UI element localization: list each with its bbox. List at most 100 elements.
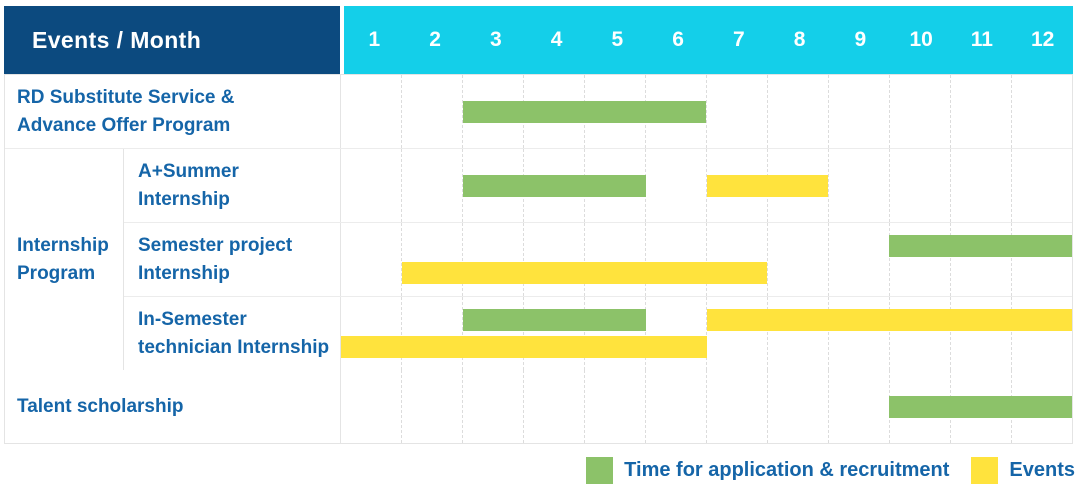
month-header-10: 10: [909, 28, 933, 51]
gantt-chart: Events / Month 1 2 3 4 5 6 7 8 9 10 11 12 RD Substi…: [4, 6, 1073, 444]
month-header-11: 11: [970, 28, 993, 51]
month-gridline-cell: [828, 370, 889, 443]
legend-item-recruitment: Time for application & recruitment: [586, 457, 949, 484]
row-label-line: In-Semester: [138, 308, 247, 330]
month-header-6: 6: [672, 28, 684, 51]
month-gridline-cell: [706, 297, 767, 370]
month-gridline-cell: [767, 75, 828, 148]
month-gridline-cell: [341, 223, 401, 296]
month-gridline-cell: [767, 223, 828, 296]
month-gridline-cell: [462, 297, 523, 370]
row-label-in-semester: In-Semester technician Internship: [124, 297, 341, 370]
month-gridline-cell: [950, 75, 1011, 148]
row-in-semester: In-Semester technician Internship: [124, 296, 1072, 370]
month-gridline-cell: [523, 223, 584, 296]
header-row: Events / Month 1 2 3 4 5 6 7 8 9 10 11 12: [4, 6, 1073, 74]
bar-in-semester-recruitment: [462, 308, 646, 331]
group-subrows: A+Summer Internship Semester project Int…: [124, 149, 1072, 370]
month-gridline-cell: [828, 223, 889, 296]
month-gridline-cell: [828, 75, 889, 148]
row-label-line: Internship: [138, 262, 230, 284]
bar-in-semester-events: [341, 336, 707, 359]
month-gridline-cell: [462, 370, 523, 443]
month-gridline-cell: [401, 370, 462, 443]
month-header-3: 3: [490, 28, 502, 51]
timeline-rd-substitute: [341, 75, 1072, 148]
legend: Time for application & recruitment Event…: [586, 457, 1075, 484]
month-gridline-cell: [706, 75, 767, 148]
month-gridline-cell: [1011, 75, 1072, 148]
month-gridline-cell: [889, 297, 950, 370]
month-gridline-cell: [584, 297, 645, 370]
month-gridline-cell: [401, 297, 462, 370]
month-gridline-cell: [706, 370, 767, 443]
month-gridline-cell: [584, 370, 645, 443]
month-gridline-cell: [950, 149, 1011, 222]
events-swatch: [971, 457, 999, 484]
month-gridline-cell: [523, 370, 584, 443]
month-gridline-cell: [1011, 297, 1072, 370]
row-label-line: Internship: [138, 188, 230, 210]
month-gridline-cell: [462, 223, 523, 296]
month-gridline-cell: [645, 149, 706, 222]
month-gridline-cell: [341, 370, 401, 443]
group-label-line: Program: [17, 262, 96, 284]
legend-item-events: Events: [971, 457, 1075, 484]
month-gridline-cell: [645, 223, 706, 296]
month-header-2: 2: [429, 28, 441, 51]
row-label-line: A+Summer: [138, 160, 239, 182]
month-gridlines: [341, 297, 1072, 370]
row-semester-project: Semester project Internship: [124, 222, 1072, 296]
month-header-12: 12: [1030, 28, 1055, 51]
legend-label-events: Events: [1009, 459, 1075, 481]
month-gridline-cell: [523, 297, 584, 370]
timeline-aplus-summer: [341, 149, 1072, 222]
month-header-row: 1 2 3 4 5 6 7 8 9 10 11 12: [344, 6, 1073, 74]
row-label-rd-substitute: RD Substitute Service & Advance Offer Pr…: [5, 75, 341, 148]
month-gridline-cell: [645, 370, 706, 443]
month-header-7: 7: [733, 28, 745, 51]
month-gridline-cell: [584, 223, 645, 296]
timeline-talent-scholarship: [341, 370, 1072, 443]
timeline-semester-project: [341, 223, 1072, 296]
month-gridline-cell: [462, 149, 523, 222]
month-gridline-cell: [950, 297, 1011, 370]
month-gridline-cell: [645, 297, 706, 370]
group-label-line: Internship: [17, 234, 109, 256]
month-gridlines: [341, 75, 1072, 148]
month-gridlines: [341, 223, 1072, 296]
month-gridline-cell: [889, 223, 950, 296]
row-label-line: technician Internship: [138, 336, 330, 358]
month-header-1: 1: [368, 28, 381, 51]
month-gridline-cell: [401, 149, 462, 222]
month-gridline-cell: [889, 75, 950, 148]
row-label-line: RD Substitute Service &: [17, 86, 235, 108]
month-gridline-cell: [828, 297, 889, 370]
month-gridline-cell: [1011, 149, 1072, 222]
month-gridline-cell: [341, 75, 401, 148]
month-gridline-cell: [462, 75, 523, 148]
row-label-line: Semester project: [138, 234, 293, 256]
month-gridline-cell: [401, 223, 462, 296]
bar-aplus-summer-recruitment: [462, 174, 646, 197]
group-label-internship-program: Internship Program: [5, 149, 124, 370]
month-gridline-cell: [341, 149, 401, 222]
month-gridline-cell: [828, 149, 889, 222]
row-talent-scholarship: Talent scholarship: [5, 370, 1072, 443]
recruitment-swatch: [586, 457, 614, 484]
row-label-aplus-summer: A+Summer Internship: [124, 149, 341, 222]
row-label-talent-scholarship: Talent scholarship: [5, 370, 341, 443]
bar-in-semester-events: [706, 308, 1072, 331]
month-header-8: 8: [793, 28, 806, 51]
row-rd-substitute: RD Substitute Service & Advance Offer Pr…: [5, 75, 1072, 148]
month-gridline-cell: [401, 75, 462, 148]
legend-label-recruitment: Time for application & recruitment: [624, 459, 950, 481]
bar-rd-substitute-recruitment: [462, 100, 707, 123]
month-gridline-cell: [950, 223, 1011, 296]
month-gridline-cell: [889, 149, 950, 222]
header-title-cell: Events / Month: [4, 6, 340, 74]
row-label-semester-project: Semester project Internship: [124, 223, 341, 296]
month-header-5: 5: [611, 28, 624, 51]
row-label-line: Advance Offer Program: [17, 114, 231, 136]
bar-semester-project-events: [401, 262, 768, 285]
